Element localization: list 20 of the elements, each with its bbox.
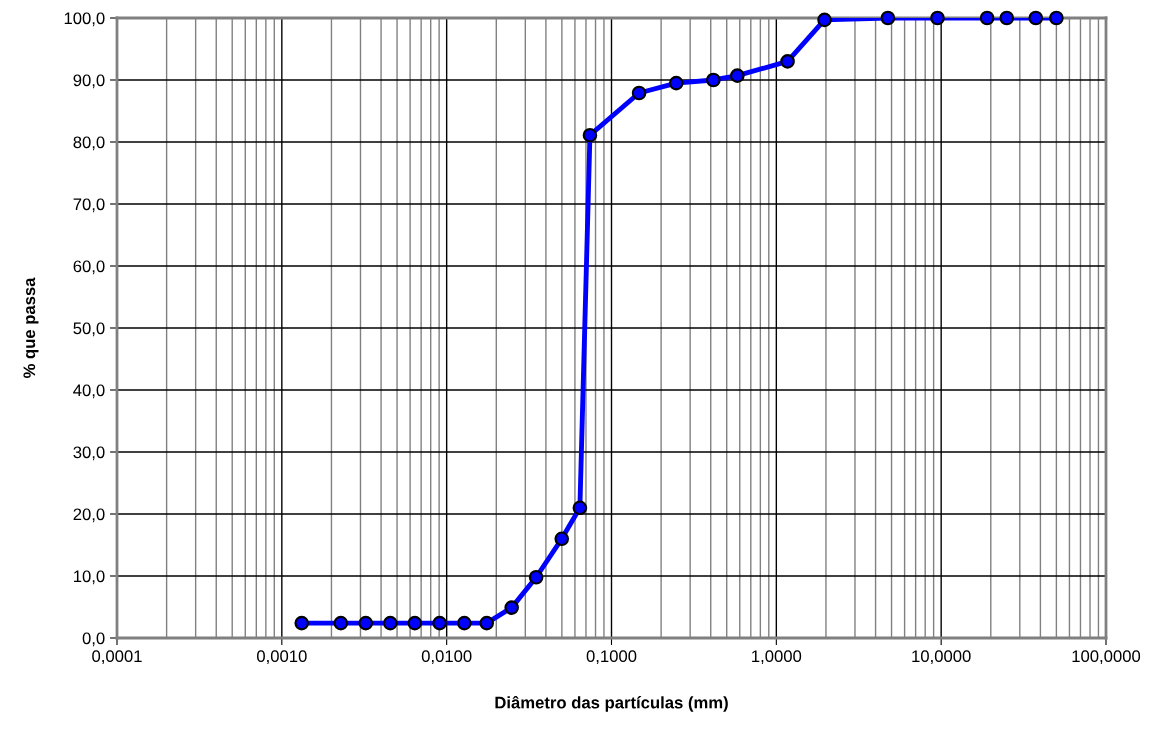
x-tick-label: 1,0000 [752, 650, 802, 665]
y-tick-label: 40,0 [73, 384, 105, 399]
y-tick-label: 50,0 [73, 322, 105, 337]
x-tick-label: 0,1000 [586, 650, 637, 665]
x-tick-label: 0,0100 [421, 650, 472, 665]
y-tick-label: 30,0 [73, 446, 105, 461]
y-tick-label: 100,0 [64, 12, 105, 27]
y-tick-label: 70,0 [73, 198, 105, 213]
x-tick-label: 0,0001 [92, 650, 142, 665]
y-axis-title: % que passa [23, 277, 39, 379]
y-tick-label: 80,0 [73, 136, 105, 151]
y-tick-label: 0,0 [82, 632, 105, 647]
y-tick-label: 90,0 [73, 74, 105, 89]
y-tick-label: 20,0 [73, 508, 105, 523]
x-axis-title: Diâmetro das partículas (mm) [495, 695, 728, 712]
x-tick-label: 100,0000 [1072, 650, 1141, 665]
y-tick-label: 10,0 [74, 570, 105, 585]
x-tick-label: 10,0000 [912, 650, 971, 665]
y-tick-label: 60,0 [73, 260, 105, 275]
x-tick-label: 0,0010 [257, 650, 307, 665]
